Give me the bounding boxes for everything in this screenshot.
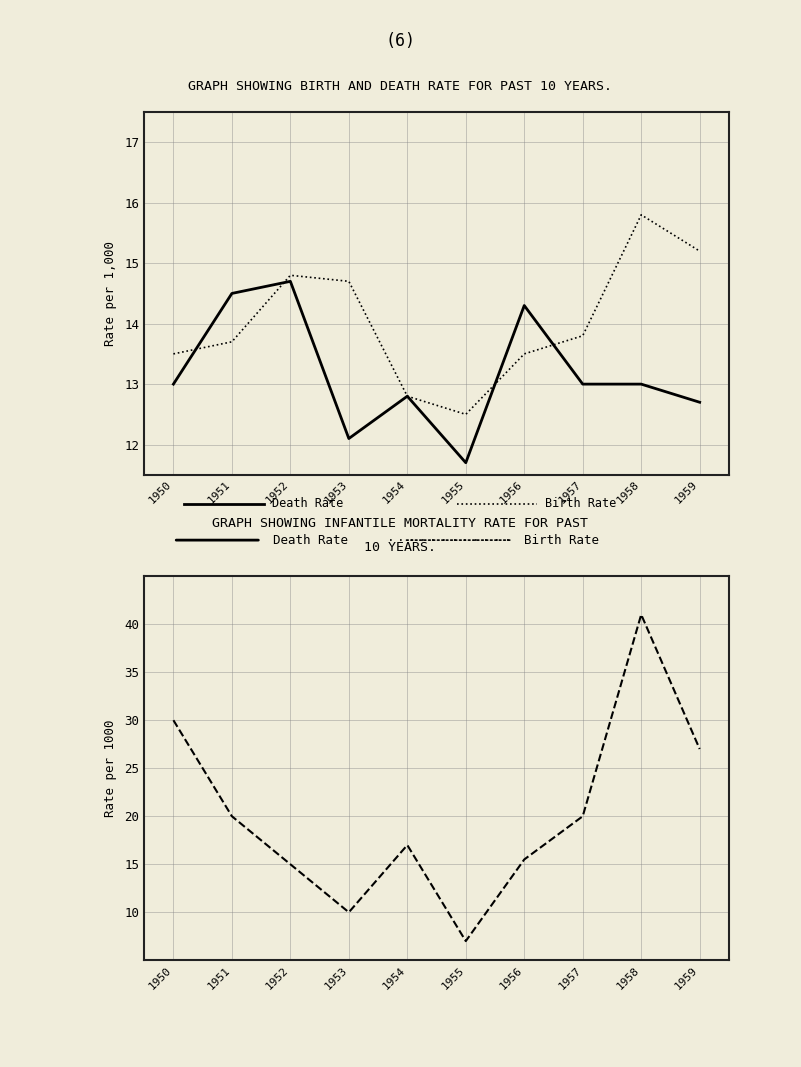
Y-axis label: Rate per 1000: Rate per 1000 xyxy=(104,719,118,817)
Text: Death Rate: Death Rate xyxy=(273,534,348,546)
Text: Birth Rate: Birth Rate xyxy=(524,534,599,546)
Text: (6): (6) xyxy=(385,32,416,50)
Text: 10 YEARS.: 10 YEARS. xyxy=(364,541,437,554)
Text: Death Rate: Death Rate xyxy=(272,497,344,510)
Text: Birth Rate: Birth Rate xyxy=(545,497,616,510)
Y-axis label: Rate per 1,000: Rate per 1,000 xyxy=(104,241,118,346)
Text: GRAPH SHOWING BIRTH AND DEATH RATE FOR PAST 10 YEARS.: GRAPH SHOWING BIRTH AND DEATH RATE FOR P… xyxy=(188,80,613,93)
Text: GRAPH SHOWING INFANTILE MORTALITY RATE FOR PAST: GRAPH SHOWING INFANTILE MORTALITY RATE F… xyxy=(212,517,589,530)
